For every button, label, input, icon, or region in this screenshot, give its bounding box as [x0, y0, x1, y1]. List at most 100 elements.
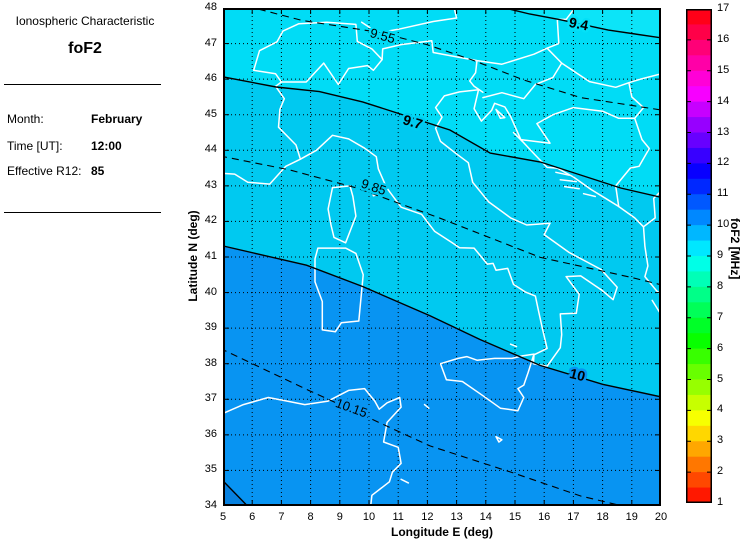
colorbar-tick-label: 3	[717, 434, 724, 447]
colorbar-segment	[687, 194, 711, 211]
plot-frame	[223, 8, 661, 506]
border-island-brac	[555, 171, 570, 176]
y-tick-label: 37	[204, 392, 217, 405]
y-tick-label: 44	[204, 143, 217, 156]
colorbar-segment	[687, 101, 711, 118]
colorbar-tick-label: 11	[717, 187, 729, 200]
colorbar-tick-label: 17	[717, 2, 730, 14]
y-tick-label: 39	[204, 321, 217, 334]
colorbar-tick-label: 8	[717, 279, 724, 292]
border-croatia-serbia-border	[628, 81, 645, 120]
colorbar-tick-label: 6	[717, 341, 724, 354]
colorbar-segment	[687, 178, 711, 195]
panel-title: Ionospheric Characteristic	[15, 14, 155, 28]
border-corsica	[327, 185, 357, 244]
colorbar-segment	[687, 55, 711, 72]
colorbar-segment	[687, 271, 711, 288]
border-coast-north-africa	[223, 387, 402, 506]
y-tick-label: 42	[204, 214, 217, 227]
r12-value: 85	[91, 164, 105, 178]
colorbar-segment	[687, 302, 711, 319]
x-tick-label: 15	[508, 511, 522, 523]
border-hungary-croatia-serbia-border	[560, 62, 661, 89]
y-tick-label: 38	[204, 356, 217, 369]
colorbar-segment	[687, 225, 711, 242]
time-row: Time [UT]: 12:00	[7, 139, 122, 153]
colorbar-title: foF2 [MHz]	[728, 218, 742, 280]
r12-row: Effective R12: 85	[7, 164, 104, 178]
r12-label: Effective R12:	[7, 164, 82, 178]
border-island-korcula	[563, 185, 580, 190]
colorbar-segment	[687, 425, 711, 442]
x-tick-label: 18	[596, 511, 609, 523]
colorbar-tick-label: 15	[717, 63, 730, 76]
border-germany-austria-border	[360, 8, 458, 34]
y-tick-label: 35	[204, 463, 217, 476]
colorbar-segment	[687, 39, 711, 56]
y-tick-label: 43	[204, 178, 217, 191]
colorbar-segment	[687, 364, 711, 381]
colorbar-segment	[687, 410, 711, 427]
divider	[4, 212, 161, 213]
colorbar-segment	[687, 132, 711, 149]
colorbar-segment	[687, 379, 711, 396]
border-italy-slovenia-border	[468, 59, 484, 94]
month-value: February	[91, 112, 143, 126]
colorbar-segment	[687, 472, 711, 489]
colorbar-tick-label: 13	[717, 125, 730, 138]
characteristic-name: foF2	[68, 40, 102, 57]
x-tick-label: 8	[307, 511, 314, 523]
x-tick-label: 9	[336, 511, 343, 523]
x-tick-label: 5	[219, 511, 227, 523]
month-label: Month:	[7, 112, 44, 126]
y-tick-label: 45	[204, 107, 217, 120]
y-tick-label: 36	[204, 427, 217, 440]
x-tick-label: 11	[392, 511, 404, 523]
border-malta	[495, 435, 503, 443]
colorbar-segment	[687, 394, 711, 411]
colorbar-segment	[687, 317, 711, 334]
border-island-mljet	[582, 192, 597, 198]
colorbar-segment	[687, 70, 711, 87]
colorbar-segment	[687, 147, 711, 164]
x-axis-title: Longitude E (deg)	[391, 525, 493, 539]
x-tick-label: 14	[479, 511, 492, 523]
x-tick-label: 10	[362, 511, 376, 523]
border-sicily	[439, 353, 535, 412]
divider	[4, 84, 161, 85]
border-island-corfu	[651, 299, 661, 313]
colorbar-segment	[687, 456, 711, 473]
colorbar-frame	[686, 9, 712, 503]
colorbar-segment	[687, 240, 711, 257]
contour-line-9.85	[223, 156, 661, 286]
colorbar-segment	[687, 487, 711, 503]
y-tick-label: 41	[204, 250, 217, 262]
x-tick-label: 12	[421, 511, 434, 523]
x-tick-label: 17	[567, 511, 580, 523]
border-island-aeolian	[509, 343, 518, 348]
colorbar-segment	[687, 333, 711, 350]
x-tick-label: 6	[249, 511, 256, 523]
x-tick-label: 13	[450, 511, 463, 523]
colorbar-tick-label: 1	[717, 496, 724, 508]
colorbar-segment	[687, 163, 711, 180]
colorbar-tick-label: 5	[717, 372, 724, 385]
y-tick-label: 40	[204, 285, 217, 298]
colorbar-segment	[687, 441, 711, 458]
colorbar-tick-label: 14	[717, 94, 730, 107]
colorbar-segment	[687, 209, 711, 226]
colorbar-segment	[687, 117, 711, 134]
x-tick-label: 16	[538, 511, 551, 523]
colorbar-tick-label: 12	[717, 156, 730, 169]
border-montenegro-albania-border	[642, 190, 661, 228]
contour-line-10	[223, 245, 661, 398]
time-value: 12:00	[91, 139, 122, 153]
colorbar-segment	[687, 9, 711, 26]
border-sardinia	[314, 247, 364, 333]
border-coast-italy-balkans	[223, 89, 661, 367]
colorbar-segment	[687, 86, 711, 103]
contour-line-9.4	[501, 8, 661, 39]
colorbar-tick-label: 2	[717, 465, 724, 478]
